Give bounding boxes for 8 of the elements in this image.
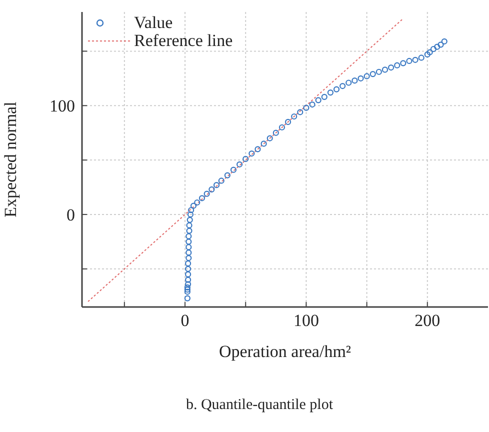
x-tick-label: 100 [293,311,319,330]
x-axis-title: Operation area/hm² [218,342,352,361]
legend-label: Value [134,13,173,32]
x-tick-label: 200 [414,311,440,330]
y-axis-title: Expected normal [1,101,20,218]
legend-label: Reference line [134,31,233,50]
x-tick-label: 0 [180,311,190,330]
text: b. Quantile-quantile plot [184,397,334,414]
